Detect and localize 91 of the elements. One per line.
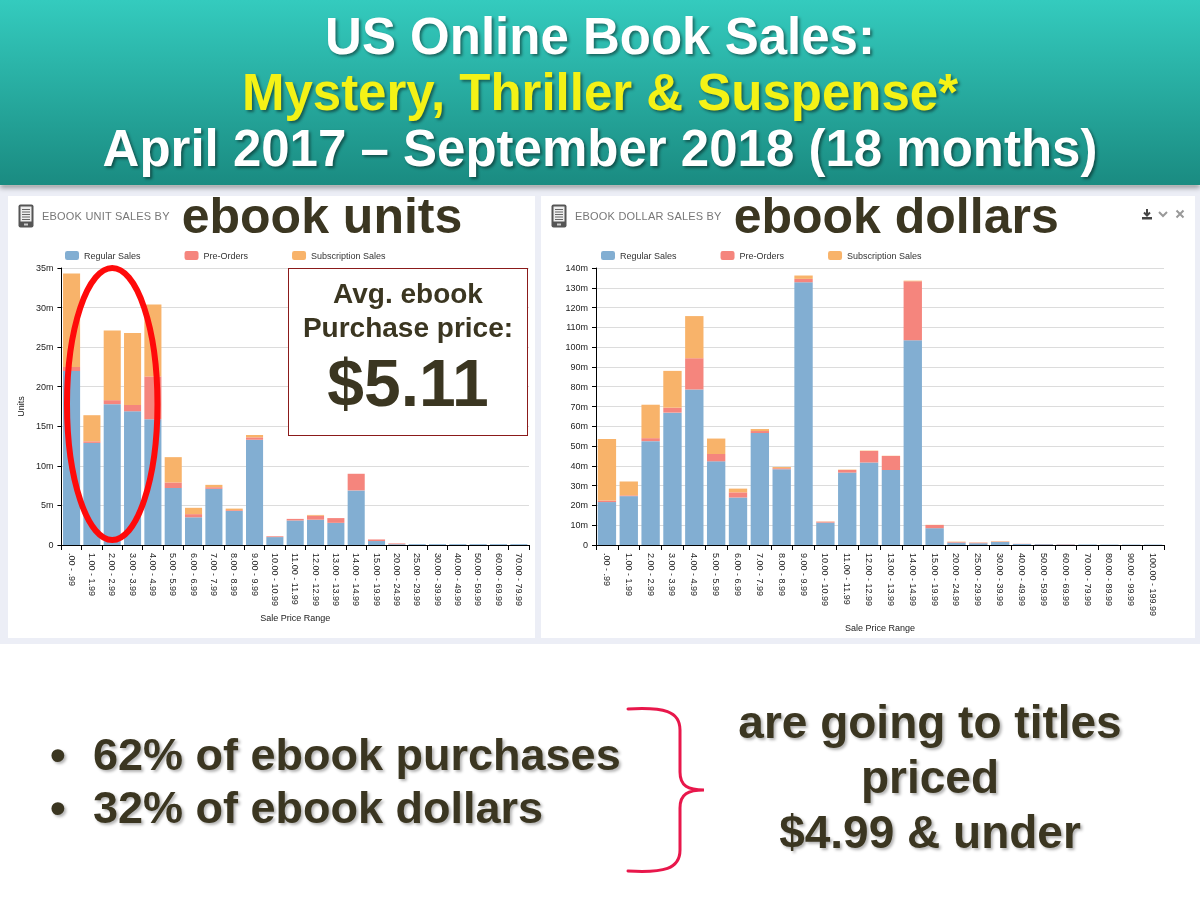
x-tick-label: 40.00 - 49.99	[1017, 553, 1027, 607]
y-tick-label: 30m	[35, 302, 54, 313]
text: US Online Book Sales: Mystery, Thriller & Suspense*	[241, 7, 959, 121]
x-tick-label: 50.00 - 59.99	[473, 553, 484, 607]
annotation: $5.11	[326, 345, 490, 421]
x-tick-label: 2.00 - 2.99	[645, 553, 656, 597]
x-tick-label: 50.00 - 59.99	[1038, 553, 1049, 607]
x-tick-label: 15.00 - 19.99	[929, 553, 940, 607]
x-tick-label: 7.00 - 7.99	[208, 553, 219, 597]
x-tick-label: 70.00 - 79.99	[513, 553, 524, 607]
legend-label: Regular Sales	[84, 250, 142, 261]
x-tick-label: 13.00 - 13.99	[330, 553, 341, 607]
x-tick-label: 7.00 - 7.99	[754, 553, 765, 597]
chart-title: ebook units	[181, 188, 463, 244]
x-tick-label: 70.00 - 79.99	[1082, 553, 1093, 607]
x-tick-label: 3.00 - 3.99	[667, 553, 678, 597]
x-tick-label: 30.00 - 39.99	[432, 553, 443, 607]
y-tick-label: 25m	[35, 342, 54, 353]
legend-label: Pre-Orders	[203, 250, 249, 261]
x-tick-label: 14.00 - 14.99	[907, 553, 918, 607]
x-tick-label: 5.00 - 5.99	[711, 553, 722, 597]
x-tick-label: 9.00 - 9.99	[249, 553, 260, 597]
y-tick-label: 30m	[570, 480, 588, 491]
x-tick-label: 4.00 - 4.99	[147, 553, 158, 597]
y-tick-label: 10m	[35, 460, 54, 471]
y-tick-label: 130m	[565, 282, 588, 293]
x-tick-label: 90.00 - 99.99	[1126, 553, 1137, 607]
y-tick-label: 110m	[566, 322, 588, 333]
x-tick-label: 10.00 - 10.99	[269, 553, 280, 607]
y-tick-label: 0	[48, 540, 54, 550]
text: • 32% of ebook dollars	[50, 781, 544, 834]
legend-label: Subscription Sales	[311, 250, 387, 261]
x-tick-label: 8.00 - 8.99	[229, 553, 240, 597]
x-tick-label: 2.00 - 2.99	[107, 553, 118, 597]
chart-subtitle: EBOOK DOLLAR SALES BY	[575, 210, 722, 222]
legend-label: Regular Sales	[620, 250, 678, 261]
x-tick-label: 12.00 - 12.99	[864, 553, 875, 607]
y-tick-label: 60m	[570, 421, 588, 432]
y-tick-label: 5m	[40, 500, 54, 511]
y-tick-label: 50m	[570, 441, 588, 452]
y-tick-label: 10m	[570, 520, 588, 531]
x-tick-label: 60.00 - 69.99	[493, 553, 504, 607]
legend-label: Pre-Orders	[739, 250, 785, 261]
x-tick-label: 6.00 - 6.99	[188, 553, 199, 597]
y-tick-label: 90m	[570, 361, 588, 372]
y-tick-label: 80m	[570, 381, 588, 392]
x-tick-label: 80.00 - 89.99	[1104, 553, 1115, 607]
annotation: Avg. ebook Purchase price:	[301, 277, 515, 345]
x-tick-label: 1.00 - 1.99	[623, 553, 634, 597]
y-tick-label: 15m	[35, 421, 54, 432]
x-tick-label: .00 - .99	[66, 553, 77, 587]
x-axis-title: Sale Price Range	[844, 623, 916, 634]
x-tick-label: 14.00 - 14.99	[351, 553, 362, 607]
x-tick-label: 3.00 - 3.99	[127, 553, 138, 597]
x-tick-label: 8.00 - 8.99	[776, 553, 787, 597]
y-tick-label: 120m	[565, 302, 588, 313]
x-tick-label: .00 - .99	[601, 553, 612, 587]
x-tick-label: 11.00 - 11.99	[290, 553, 301, 605]
x-tick-label: 12.00 - 12.99	[310, 553, 321, 607]
x-tick-label: 25.00 - 29.99	[973, 553, 984, 607]
y-axis-title: Units	[15, 395, 26, 417]
x-tick-label: 13.00 - 13.99	[885, 553, 896, 607]
x-tick-label: 6.00 - 6.99	[733, 553, 743, 597]
x-tick-label: 20.00 - 24.99	[391, 553, 402, 607]
x-tick-label: 100.00 - 199.99	[1148, 553, 1159, 617]
y-tick-label: 40m	[570, 460, 588, 471]
y-tick-label: 20m	[570, 500, 588, 511]
text: • 62% of ebook purchases	[50, 728, 621, 781]
y-tick-label: 35m	[35, 263, 54, 273]
x-tick-label: 9.00 - 9.99	[798, 553, 809, 597]
y-tick-label: 100m	[565, 342, 588, 353]
x-tick-label: 20.00 - 24.99	[951, 553, 962, 607]
y-tick-label: 140m	[565, 263, 588, 273]
x-tick-label: 1.00 - 1.99	[86, 553, 97, 597]
y-tick-label: 20m	[35, 381, 54, 392]
y-tick-label: 70m	[570, 401, 588, 412]
y-tick-label: 0	[582, 540, 588, 550]
x-tick-label: 10.00 - 10.99	[820, 553, 831, 607]
x-tick-label: 15.00 - 19.99	[371, 553, 382, 607]
x-tick-label: 30.00 - 39.99	[995, 553, 1006, 607]
legend-label: Subscription Sales	[847, 250, 923, 261]
chart-title: ebook dollars	[733, 188, 1059, 244]
x-tick-label: 4.00 - 4.99	[689, 553, 700, 597]
x-tick-label: 60.00 - 69.99	[1060, 553, 1071, 607]
text: are going to titles priced $4.99 & under	[737, 695, 1123, 860]
x-tick-label: 11.00 - 11.99	[842, 553, 853, 605]
x-tick-label: 25.00 - 29.99	[412, 553, 423, 607]
chart-subtitle: EBOOK UNIT SALES BY	[42, 210, 170, 222]
x-tick-label: 40.00 - 49.99	[452, 553, 463, 607]
x-axis-title: Sale Price Range	[260, 613, 331, 624]
x-tick-label: 5.00 - 5.99	[168, 553, 179, 597]
